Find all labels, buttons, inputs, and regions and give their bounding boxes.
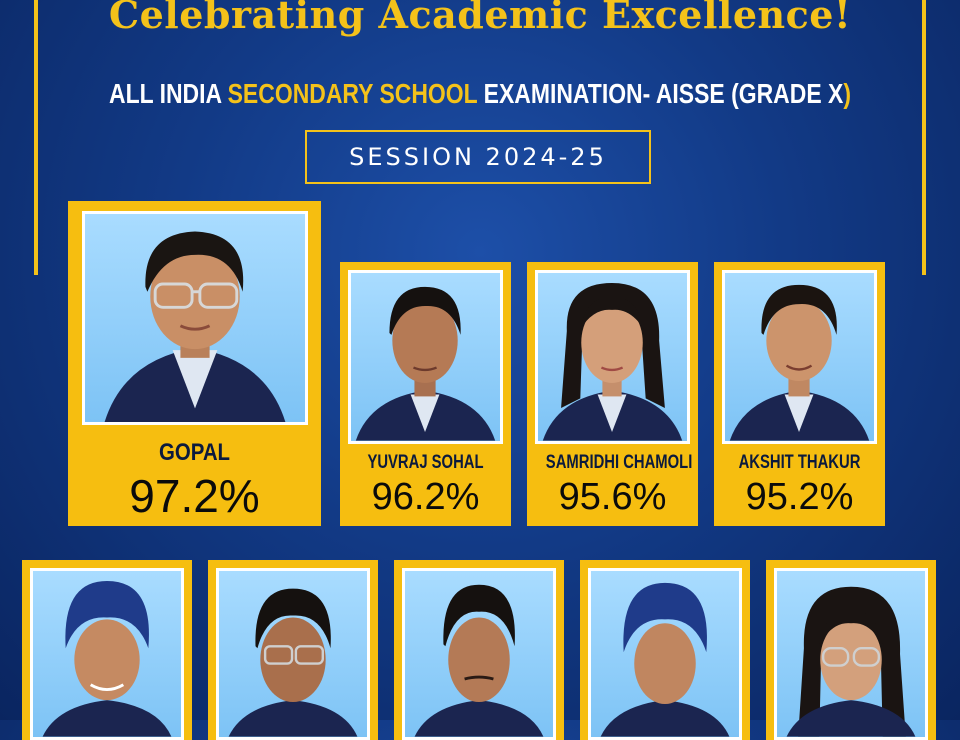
exam-subtitle: ALL INDIA SECONDARY SCHOOL EXAMINATION- … bbox=[86, 78, 873, 110]
student-card-row2-5 bbox=[766, 560, 936, 740]
student-portrait-icon bbox=[228, 588, 358, 737]
student-photo bbox=[348, 270, 503, 444]
student-photo bbox=[82, 211, 308, 425]
subtitle-part-2: SECONDARY SCHOOL bbox=[227, 78, 478, 109]
frame-line-right bbox=[922, 0, 926, 275]
subtitle-part-4: ) bbox=[843, 78, 851, 109]
student-portrait-icon bbox=[414, 584, 544, 737]
student-name: GOPAL bbox=[158, 439, 231, 466]
topper-card-1: GOPAL 97.2% bbox=[68, 201, 321, 526]
page-title: Celebrating Academic Excellence! bbox=[108, 0, 852, 37]
subtitle-part-3: EXAMINATION- AISSE (GRADE X bbox=[477, 78, 844, 109]
student-name: SAMRIDHI CHAMOLI bbox=[545, 452, 693, 473]
student-photo bbox=[216, 568, 370, 740]
student-portrait-icon bbox=[729, 284, 870, 441]
student-portrait-icon bbox=[786, 586, 916, 737]
session-badge: SESSION 2024-25 bbox=[305, 130, 651, 184]
topper-card-3: SAMRIDHI CHAMOLI 95.6% bbox=[527, 262, 698, 526]
student-score: 97.2% bbox=[129, 470, 260, 522]
student-card-row2-3 bbox=[394, 560, 564, 740]
student-photo bbox=[722, 270, 877, 444]
student-photo bbox=[535, 270, 690, 444]
student-photo bbox=[30, 568, 184, 740]
frame-line-left bbox=[34, 0, 38, 275]
student-name: YUVRAJ SOHAL bbox=[367, 452, 484, 473]
student-turban-portrait-icon bbox=[600, 582, 730, 737]
student-card-row2-1 bbox=[22, 560, 192, 740]
student-score: 95.6% bbox=[558, 476, 667, 518]
topper-card-2: YUVRAJ SOHAL 96.2% bbox=[340, 262, 511, 526]
student-score: 95.2% bbox=[745, 476, 854, 518]
student-portrait-icon bbox=[104, 231, 286, 422]
student-card-row2-2 bbox=[208, 560, 378, 740]
student-turban-portrait-icon bbox=[42, 580, 172, 737]
student-name: AKSHIT THAKUR bbox=[738, 452, 861, 473]
topper-card-4: AKSHIT THAKUR 95.2% bbox=[714, 262, 885, 526]
student-portrait-icon bbox=[355, 286, 496, 441]
student-card-row2-4 bbox=[580, 560, 750, 740]
student-portrait-icon bbox=[542, 282, 683, 441]
student-score: 96.2% bbox=[371, 476, 480, 518]
student-photo bbox=[774, 568, 928, 740]
student-photo bbox=[588, 568, 742, 740]
subtitle-part-1: ALL INDIA bbox=[108, 78, 228, 109]
student-photo bbox=[402, 568, 556, 740]
